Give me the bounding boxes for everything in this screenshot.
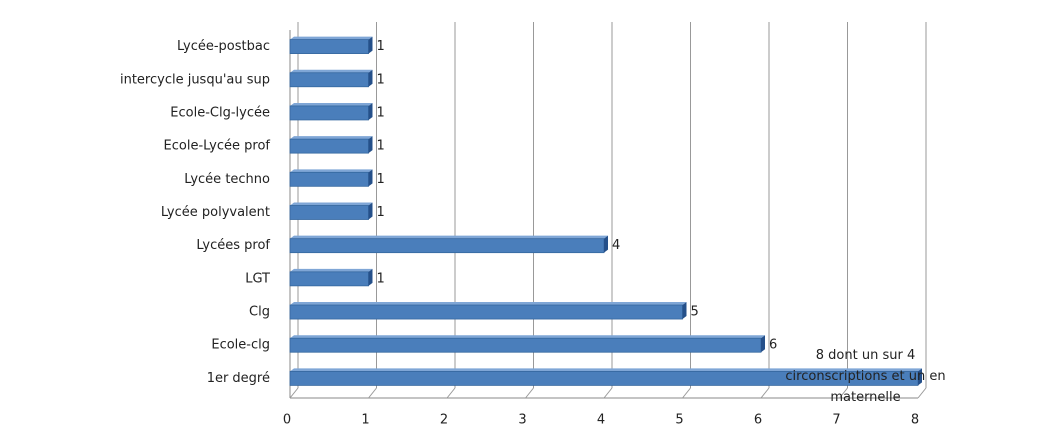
data-label: 1 — [377, 139, 385, 154]
y-tick-label: Ecole-Clg-lycée — [170, 105, 270, 120]
data-label: 5 — [691, 305, 699, 320]
grid-floor-line — [289, 387, 299, 399]
grid-floor-line — [839, 387, 848, 399]
bar-side — [368, 268, 373, 286]
bar-top — [290, 268, 373, 272]
y-tick-label: Ecole-clg — [211, 338, 270, 353]
x-tick-label: 2 — [440, 413, 448, 428]
bar-side — [368, 102, 373, 120]
bar — [289, 238, 605, 254]
bar-top — [290, 69, 373, 73]
data-label: 6 — [769, 338, 777, 353]
grid-floor-line — [760, 387, 770, 399]
bar-top — [290, 302, 687, 306]
data-label: 1 — [377, 105, 385, 120]
x-tick-label: 7 — [832, 413, 840, 428]
bar — [289, 205, 369, 220]
bar-side — [682, 302, 687, 320]
bar-top — [290, 102, 373, 106]
bar — [289, 337, 762, 353]
x-tick-label: 0 — [283, 413, 291, 428]
data-label: 8 dont un sur 4 circonscriptions et un e… — [785, 348, 946, 406]
bar-side — [368, 169, 373, 187]
y-tick-label: Clg — [249, 305, 270, 320]
bar — [289, 39, 369, 54]
bar-top — [290, 335, 765, 339]
y-tick-label: Lycées prof — [196, 238, 270, 253]
bar-top — [290, 169, 373, 173]
x-tick-label: 6 — [754, 413, 762, 428]
y-tick-label: Lycée-postbac — [177, 39, 270, 54]
bar-side — [761, 335, 765, 353]
y-tick-label: intercycle jusqu'au sup — [120, 72, 270, 87]
bar-side — [368, 36, 373, 54]
y-tick-label: LGT — [245, 271, 270, 286]
data-label: 1 — [377, 205, 385, 220]
bar — [289, 304, 683, 320]
bar-side — [918, 368, 922, 386]
grid-floor-line — [917, 387, 927, 399]
data-label: 1 — [377, 271, 385, 286]
bar-side — [368, 202, 373, 220]
y-tick-label: Lycée techno — [184, 172, 270, 187]
bar-top — [290, 36, 373, 40]
bar — [289, 105, 369, 121]
bar — [289, 138, 369, 154]
grid-floor-line — [446, 387, 456, 399]
bar-top — [290, 136, 373, 140]
x-tick-label: 4 — [597, 413, 605, 428]
data-label: 1 — [377, 72, 385, 87]
grid-floor-line — [603, 387, 613, 399]
data-label: 4 — [612, 238, 620, 253]
y-tick-label: Ecole-Lycée prof — [164, 139, 271, 154]
data-label: 1 — [377, 172, 385, 187]
data-label: 1 — [377, 39, 385, 54]
x-tick-label: 5 — [675, 413, 683, 428]
grid-floor-line — [682, 387, 691, 399]
bar — [289, 271, 369, 287]
bar-top — [290, 202, 373, 206]
bar-top — [290, 235, 608, 239]
bar-side — [368, 69, 373, 87]
bar-side — [604, 235, 608, 253]
data-label-box: 8 dont un sur 4 circonscriptions et un e… — [785, 348, 946, 406]
bar — [289, 171, 369, 187]
bar-side — [368, 136, 373, 154]
bar — [289, 72, 369, 88]
x-tick-label: 3 — [518, 413, 526, 428]
x-tick-label: 8 — [911, 413, 919, 428]
grid-floor-line — [525, 387, 534, 399]
bar-top — [290, 368, 922, 372]
y-tick-label: Lycée polyvalent — [161, 205, 270, 220]
x-tick-label: 1 — [361, 413, 369, 428]
y-tick-label: 1er degré — [207, 371, 270, 386]
grid-floor-line — [368, 387, 377, 399]
